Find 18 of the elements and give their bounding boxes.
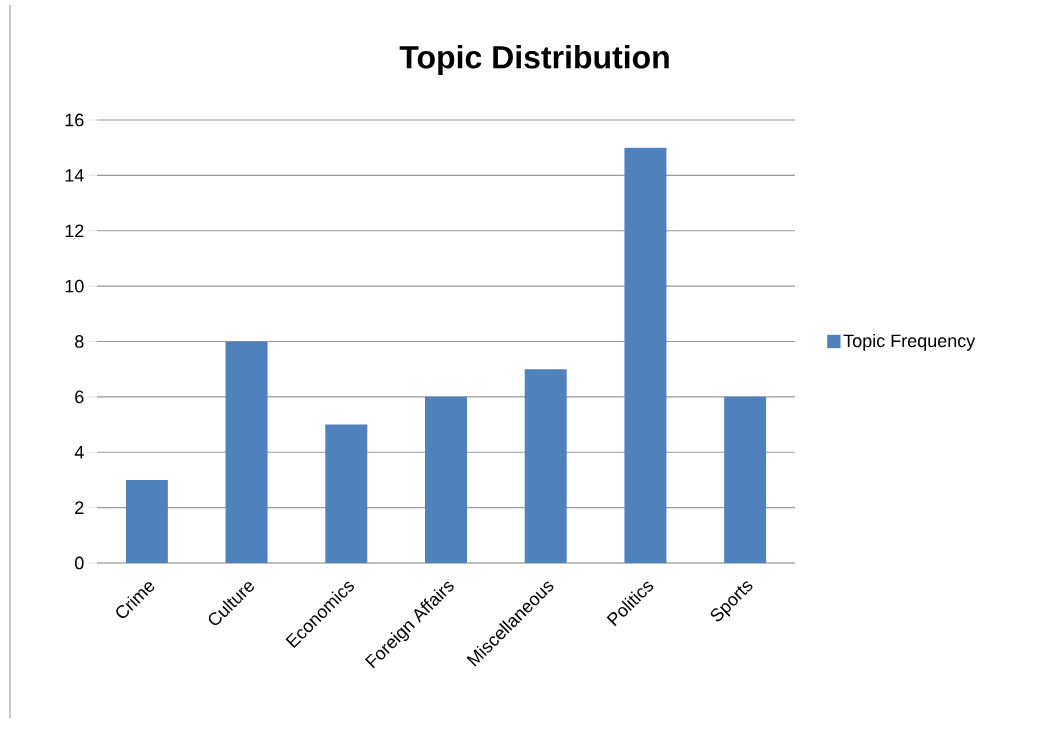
y-tick-label: 0: [75, 556, 84, 570]
y-tick-label: 4: [74, 446, 84, 459]
y-tick-label: 14: [65, 169, 84, 182]
bar: [325, 424, 368, 563]
y-tick-label: 12: [65, 224, 84, 238]
y-tick-label: 8: [75, 335, 84, 348]
y-tick-label: 6: [75, 390, 84, 404]
y-tick-label: 10: [65, 279, 84, 293]
bar: [524, 369, 567, 563]
y-tick-label: 16: [65, 113, 84, 127]
bar: [225, 341, 268, 563]
bar: [425, 396, 467, 563]
legend-label: Topic Frequency: [843, 333, 976, 351]
bar: [125, 479, 168, 563]
chart-title: Topic Distribution: [399, 45, 669, 75]
bar: [624, 147, 667, 563]
y-tick-label: 2: [75, 501, 84, 514]
bar: [724, 396, 767, 563]
